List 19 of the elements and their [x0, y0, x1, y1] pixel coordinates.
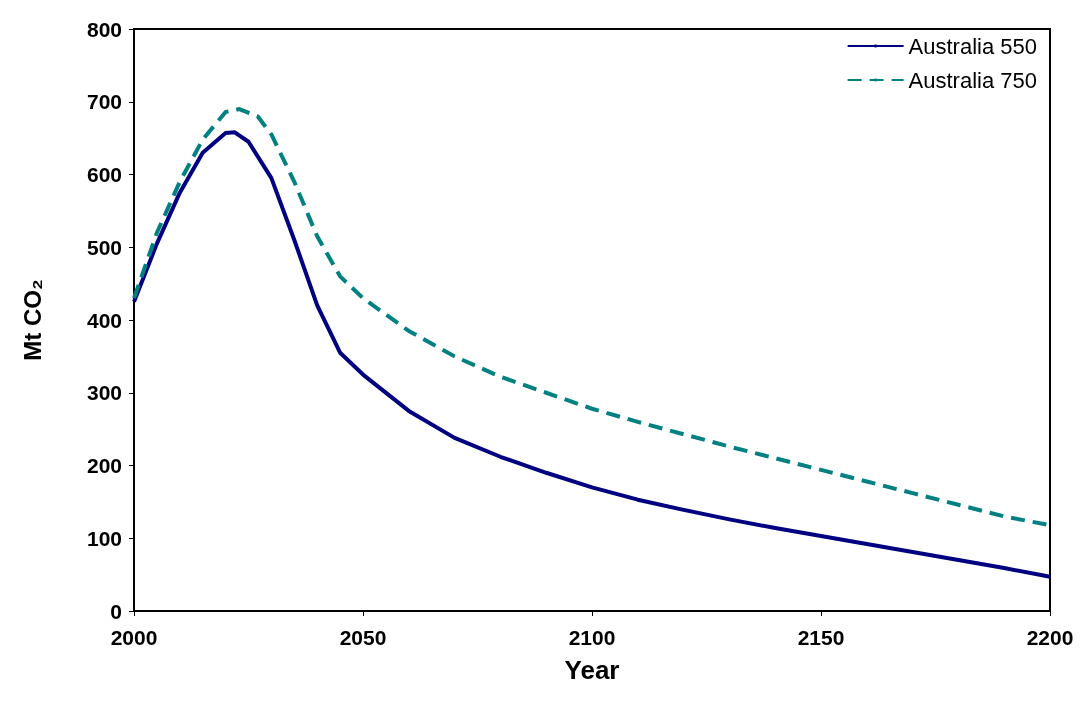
y-tick-label: 400: [86, 308, 122, 332]
x-tick-label: 2050: [339, 626, 387, 649]
y-tick-label: 700: [86, 90, 122, 114]
x-axis-title: Year: [564, 655, 620, 685]
legend-label: Australia 750: [908, 67, 1038, 93]
legend-label: Australia 550: [908, 33, 1038, 59]
y-tick-label: 0: [110, 599, 122, 623]
x-tick-label: 2000: [110, 626, 158, 649]
line-series: [132, 130, 1052, 579]
y-axis-title: Mt CO₂: [18, 279, 46, 361]
y-tick-label: 500: [86, 235, 122, 259]
x-tick-label: 2100: [568, 626, 616, 649]
y-tick-label: 600: [86, 163, 122, 186]
y-tick-label: 200: [86, 454, 122, 477]
y-tick-label: 100: [86, 526, 122, 550]
y-tick-label: 800: [86, 17, 122, 41]
y-tick-label: 300: [86, 381, 122, 405]
x-tick-label: 2200: [1026, 626, 1074, 649]
x-tick-label: 2150: [797, 626, 845, 649]
